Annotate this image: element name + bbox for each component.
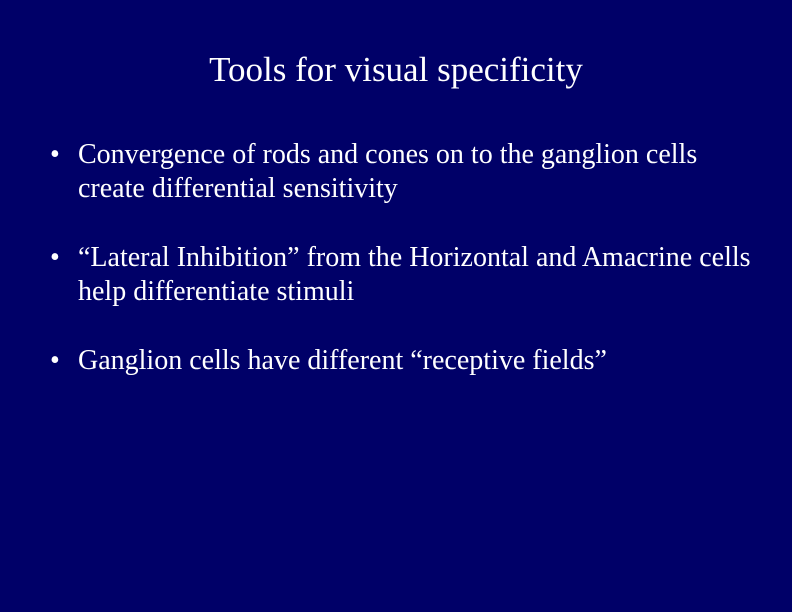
bullet-list: • Convergence of rods and cones on to th… bbox=[40, 138, 752, 378]
bullet-icon: • bbox=[50, 138, 78, 172]
bullet-text: “Lateral Inhibition” from the Horizontal… bbox=[78, 241, 752, 308]
bullet-text: Ganglion cells have different “receptive… bbox=[78, 344, 752, 378]
bullet-text: Convergence of rods and cones on to the … bbox=[78, 138, 752, 205]
bullet-icon: • bbox=[50, 344, 78, 378]
list-item: • “Lateral Inhibition” from the Horizont… bbox=[50, 241, 752, 308]
slide: Tools for visual specificity • Convergen… bbox=[0, 0, 792, 612]
bullet-icon: • bbox=[50, 241, 78, 275]
slide-title: Tools for visual specificity bbox=[40, 50, 752, 90]
list-item: • Ganglion cells have different “recepti… bbox=[50, 344, 752, 378]
list-item: • Convergence of rods and cones on to th… bbox=[50, 138, 752, 205]
